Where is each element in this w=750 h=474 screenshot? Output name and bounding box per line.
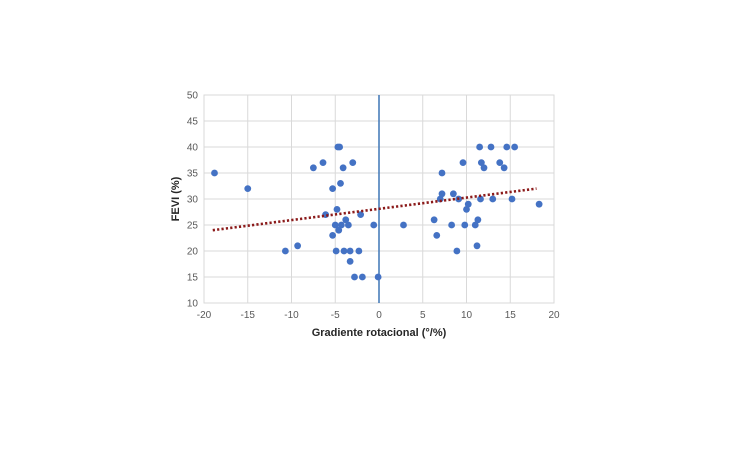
x-tick-label: -20 — [197, 310, 212, 321]
data-point — [358, 273, 366, 281]
y-tick-label: 30 — [187, 195, 199, 206]
data-point — [473, 242, 481, 250]
data-point — [333, 206, 341, 213]
data-point — [459, 159, 467, 167]
data-point — [508, 195, 516, 203]
x-tick-label: -10 — [284, 310, 299, 321]
x-tick-label: 20 — [548, 310, 560, 321]
data-point — [336, 143, 344, 151]
data-point — [438, 169, 446, 177]
y-tick-label: 10 — [187, 299, 199, 310]
data-point — [331, 221, 339, 229]
data-point — [355, 247, 363, 255]
x-tick-label: 5 — [420, 310, 426, 321]
y-tick-label: 15 — [187, 273, 199, 284]
data-point — [489, 195, 497, 203]
data-point — [430, 216, 438, 224]
data-point — [374, 273, 382, 281]
data-point — [480, 164, 488, 172]
data-point — [503, 143, 511, 151]
data-point — [332, 247, 340, 255]
data-point — [487, 143, 495, 151]
y-tick-label: 50 — [187, 91, 199, 102]
data-point — [349, 159, 357, 167]
data-point — [335, 226, 343, 234]
x-tick-label: 15 — [505, 310, 517, 321]
data-point — [477, 195, 484, 203]
data-point — [211, 169, 218, 177]
data-point — [294, 242, 302, 250]
trendline — [212, 187, 537, 232]
data-point — [471, 221, 479, 229]
y-tick-label: 40 — [187, 143, 199, 154]
data-point — [281, 247, 289, 255]
y-tick-label: 25 — [187, 221, 199, 232]
data-point — [244, 185, 252, 193]
y-tick-label: 20 — [187, 247, 199, 258]
data-point — [453, 247, 461, 255]
data-point — [438, 190, 446, 198]
y-tick-label: 35 — [187, 169, 199, 180]
data-point — [511, 143, 519, 151]
data-point — [346, 258, 354, 265]
x-tick-label: -15 — [241, 310, 256, 321]
data-point — [357, 211, 365, 219]
data-point — [500, 164, 508, 172]
data-point — [351, 273, 358, 281]
data-point — [461, 221, 469, 229]
x-axis-title: Gradiente rotacional (°/%) — [312, 327, 447, 339]
data-point — [476, 143, 484, 151]
data-point — [342, 216, 350, 224]
data-point — [370, 221, 378, 229]
data-point — [337, 221, 345, 229]
data-point — [344, 221, 352, 229]
tick-labels: -20 -15 -10 -5 0 5 10 15 20 10 15 20 25 30 35 40 45 50 — [187, 91, 560, 322]
data-point — [337, 180, 344, 187]
data-point — [463, 206, 470, 213]
data-point — [433, 232, 441, 239]
data-point — [340, 247, 348, 255]
y-axis-title: FEVI (%) — [170, 176, 182, 221]
data-point — [346, 247, 354, 255]
y-tick-label: 45 — [187, 117, 199, 128]
x-tick-label: 10 — [461, 310, 473, 321]
data-point — [464, 200, 472, 208]
data-point — [319, 159, 327, 167]
data-point — [400, 221, 407, 229]
data-point — [329, 185, 337, 193]
data-points — [211, 143, 543, 281]
data-point — [496, 159, 504, 167]
x-tick-label: 0 — [376, 310, 382, 321]
data-point — [339, 164, 347, 172]
data-point — [329, 232, 337, 239]
data-point — [449, 190, 457, 198]
data-point — [436, 195, 444, 203]
data-point — [448, 221, 456, 229]
x-tick-label: -5 — [331, 310, 340, 321]
data-point — [535, 200, 543, 208]
data-point — [474, 216, 482, 224]
data-point — [477, 159, 485, 167]
data-point — [309, 164, 317, 172]
